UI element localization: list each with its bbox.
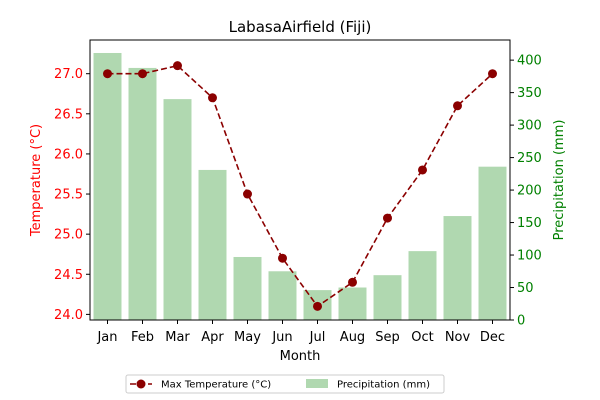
temp-point-mar bbox=[173, 61, 182, 71]
precip-bar-dec bbox=[478, 166, 507, 320]
right-tick-label: 300 bbox=[517, 119, 542, 134]
precip-bar-may bbox=[233, 256, 262, 320]
precip-bar-jan bbox=[93, 52, 122, 320]
left-tick-label: 24.5 bbox=[54, 268, 83, 283]
x-tick-label: Nov bbox=[445, 330, 471, 345]
left-tick-label: 26.5 bbox=[54, 107, 83, 122]
right-tick-label: 0 bbox=[517, 314, 525, 329]
x-tick-label: Aug bbox=[340, 330, 365, 345]
temperature-line bbox=[103, 61, 497, 311]
precip-bar-nov bbox=[443, 216, 472, 320]
x-axis-label: Month bbox=[280, 349, 321, 364]
right-tick-label: 250 bbox=[517, 151, 542, 166]
right-tick-label: 350 bbox=[517, 86, 542, 101]
temperature-series-line bbox=[107, 64, 494, 308]
right-tick-label: 400 bbox=[517, 54, 542, 69]
legend-marker-swatch bbox=[136, 379, 146, 389]
legend-frame bbox=[125, 374, 445, 394]
precip-bar-oct bbox=[408, 251, 437, 320]
plot-frame bbox=[89, 39, 511, 321]
precipitation-bars bbox=[93, 52, 507, 321]
temp-point-jan bbox=[103, 69, 112, 79]
left-tick-label: 27.0 bbox=[54, 67, 83, 82]
legend-label-temperature: Max Temperature (°C) bbox=[161, 380, 271, 391]
temp-point-nov bbox=[453, 101, 462, 111]
right-axis-label: Precipitation (mm) bbox=[552, 120, 567, 241]
left-axis-label: Temperature (°C) bbox=[29, 124, 44, 237]
legend-bar-swatch bbox=[306, 379, 328, 388]
x-tick-label: May bbox=[234, 330, 261, 345]
x-tick-label: Jun bbox=[271, 330, 292, 345]
left-tick-label: 25.0 bbox=[54, 228, 83, 243]
temp-point-oct bbox=[418, 165, 427, 175]
precip-bar-sep bbox=[373, 275, 402, 320]
x-tick-label: Dec bbox=[480, 330, 505, 345]
right-tick-label: 200 bbox=[517, 184, 542, 199]
axes: Jan Feb Mar Apr May Jun Jul Aug Sep Oct Nov Dec 24.0… bbox=[54, 39, 542, 345]
right-tick-label: 100 bbox=[517, 249, 542, 264]
precip-bar-mar bbox=[163, 99, 192, 320]
x-tick-label: Oct bbox=[411, 330, 433, 345]
precip-bar-jun bbox=[268, 271, 297, 320]
temp-point-sep bbox=[383, 213, 392, 223]
x-tick-label: Sep bbox=[375, 330, 400, 345]
precip-bar-apr bbox=[198, 169, 227, 320]
legend-label-precipitation: Precipitation (mm) bbox=[337, 380, 430, 391]
x-tick-label: Jul bbox=[309, 330, 326, 345]
temp-point-jun bbox=[278, 253, 287, 263]
precip-bar-feb bbox=[128, 67, 157, 321]
left-tick-label: 24.0 bbox=[54, 308, 83, 323]
right-tick-label: 50 bbox=[517, 281, 534, 296]
temp-point-dec bbox=[488, 69, 497, 79]
x-tick-label: Jan bbox=[96, 330, 117, 345]
x-tick-label: Feb bbox=[131, 330, 154, 345]
right-tick-label: 150 bbox=[517, 216, 542, 231]
temp-point-may bbox=[243, 189, 252, 199]
temp-point-jul bbox=[313, 301, 322, 311]
precip-bar-aug bbox=[338, 287, 367, 320]
x-tick-label: Mar bbox=[165, 330, 190, 345]
temp-point-aug bbox=[348, 277, 357, 287]
left-tick-label: 26.0 bbox=[54, 147, 83, 162]
temp-point-apr bbox=[208, 93, 217, 103]
x-tick-label: Apr bbox=[201, 330, 224, 345]
left-tick-label: 25.5 bbox=[54, 188, 83, 203]
chart-title: LabasaAirfield (Fiji) bbox=[229, 18, 372, 36]
temp-point-feb bbox=[138, 69, 147, 79]
legend: Max Temperature (°C) Precipitation (mm) bbox=[125, 374, 445, 394]
